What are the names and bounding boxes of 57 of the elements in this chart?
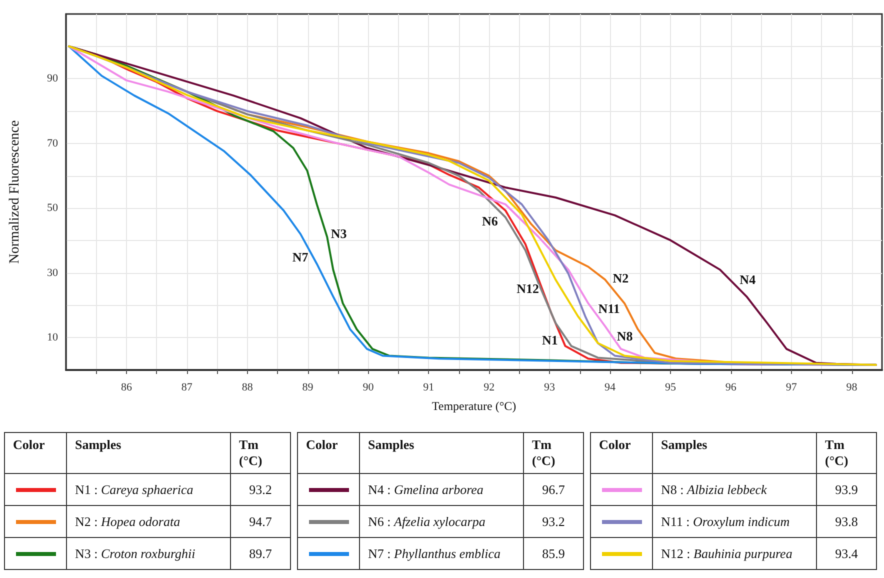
text: 89.7 xyxy=(230,538,290,570)
annotation: N4 xyxy=(740,272,756,288)
y-tick-label: 10 xyxy=(47,332,58,344)
x-tick-label: 90 xyxy=(362,382,374,394)
text: Samples xyxy=(661,437,708,452)
x-tick-label: 96 xyxy=(725,382,737,394)
text: Samples xyxy=(66,432,230,474)
y-tick-label: 30 xyxy=(47,266,58,279)
text: 85.9 xyxy=(524,538,584,570)
x-tick-label: 91 xyxy=(423,382,434,394)
x-tick-label: 93 xyxy=(544,382,556,394)
legend-label: N3 : Croton roxburghii xyxy=(75,546,196,560)
text: Samples xyxy=(368,437,414,452)
x-tick-label: 88 xyxy=(242,382,254,394)
x-tick-label: 98 xyxy=(846,382,858,394)
annotation: N2 xyxy=(612,270,629,286)
text: 94.7 xyxy=(230,506,290,538)
legend-label: N6 : Afzelia xylocarpa xyxy=(368,514,486,528)
line-series xyxy=(68,45,877,366)
x-tick-label: 87 xyxy=(181,382,193,394)
text: 93.9 xyxy=(816,474,876,506)
text: 93.4 xyxy=(816,538,876,570)
x-axis-title: Temperature (°C) xyxy=(432,399,516,413)
annotation: N8 xyxy=(616,328,634,344)
text: Color xyxy=(298,432,360,474)
text: Tm (°C) xyxy=(825,437,848,468)
text: 93.2 xyxy=(230,474,290,506)
annotation: N3 xyxy=(330,226,348,241)
y-tick-label: 70 xyxy=(47,137,58,150)
x-tick-label: 89 xyxy=(302,382,314,394)
text: Tm (°C) xyxy=(230,432,290,474)
x-tick-label: 95 xyxy=(664,382,676,394)
text: 93.2 xyxy=(524,506,584,538)
annotation: N1 xyxy=(542,332,558,348)
legend-label: N4 : Gmelina arborea xyxy=(368,482,484,496)
x-tick-label: 86 xyxy=(120,382,132,394)
y-tick-label: 90 xyxy=(47,72,58,85)
annotation: N6 xyxy=(482,214,498,229)
legend-label: N1 : Careya sphaerica xyxy=(75,482,194,496)
x-tick-label: 92 xyxy=(484,382,495,394)
legend-label: N8 : Albizia lebbeck xyxy=(661,482,767,496)
text: Color xyxy=(599,437,631,452)
text: 96.7 xyxy=(524,474,584,506)
text: Tm (°C) xyxy=(532,437,556,468)
y-axis-title: Normalized Fluorescence xyxy=(8,120,22,264)
y-tick-label: 50 xyxy=(47,202,58,214)
text: 93.8 xyxy=(816,506,876,538)
text: Color xyxy=(13,437,45,452)
legend-label: N2 : Hopea odorata xyxy=(75,514,180,528)
annotation: N7 xyxy=(292,250,309,265)
x-tick-label: 94 xyxy=(604,382,616,394)
legend-label: N12 : Bauhinia purpurea xyxy=(661,546,792,560)
legend-label: N11 : Oroxylum indicum xyxy=(661,514,790,528)
annotation: N11 xyxy=(598,301,620,316)
legend-label: N7 : Phyllanthus emblica xyxy=(368,546,501,560)
x-tick-label: 97 xyxy=(786,382,798,394)
annotation: N12 xyxy=(516,280,540,296)
